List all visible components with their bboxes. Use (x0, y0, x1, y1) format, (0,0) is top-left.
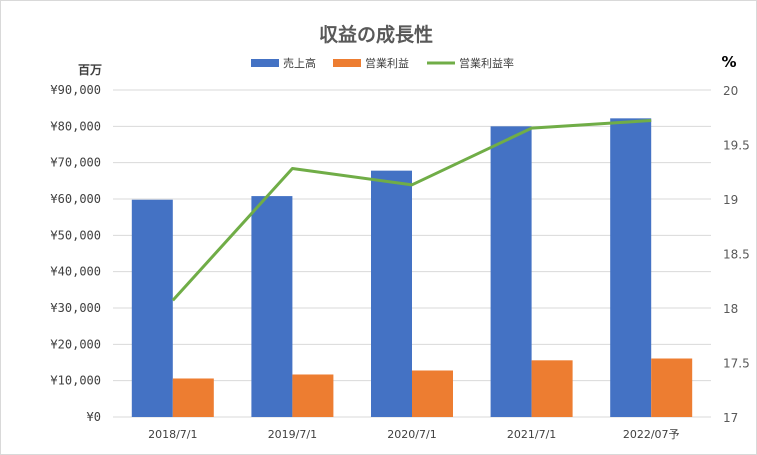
right-tick-label: 18 (723, 302, 738, 316)
legend-swatch (251, 59, 279, 67)
legend-label: 営業利益 (365, 56, 409, 70)
legend-item-operating-profit: 営業利益 (333, 56, 409, 70)
legend-label: 営業利益率 (459, 56, 514, 70)
left-tick-label: ¥70,000 (50, 156, 101, 170)
left-tick-label: ¥50,000 (50, 228, 101, 242)
right-tick-label: 17 (723, 411, 738, 425)
left-tick-label: ¥30,000 (50, 301, 101, 315)
x-tick-label: 2019/7/1 (268, 428, 317, 441)
right-axis-unit: % (721, 53, 736, 71)
operating-profit-bar (292, 374, 334, 417)
left-tick-label: ¥90,000 (50, 83, 101, 97)
bars (131, 118, 693, 417)
right-tick-label: 18.5 (723, 248, 750, 262)
operating-profit-bar (172, 378, 214, 417)
legend: 売上高 営業利益 営業利益率 (251, 56, 514, 70)
chart-title: 収益の成長性 (319, 23, 433, 46)
left-tick-label: ¥40,000 (50, 265, 101, 279)
x-tick-label: 2021/7/1 (507, 428, 556, 441)
x-axis-ticks: 2018/7/1 2019/7/1 2020/7/1 2021/7/1 2022/07予 (148, 428, 679, 441)
right-tick-label: 19 (723, 193, 738, 207)
sales-bar (131, 199, 173, 417)
legend-swatch (333, 59, 361, 67)
operating-profit-bar (531, 360, 573, 417)
left-tick-label: ¥20,000 (50, 337, 101, 351)
left-axis-unit: 百万 (78, 63, 102, 77)
sales-bar (610, 118, 652, 417)
operating-profit-bar (651, 358, 693, 417)
legend-item-profit-margin: 営業利益率 (427, 56, 514, 70)
right-tick-label: 20 (723, 84, 738, 98)
profit-margin-line (171, 119, 652, 302)
operating-profit-bar (412, 370, 453, 417)
x-tick-label: 2020/7/1 (387, 428, 436, 441)
sales-bar (490, 126, 532, 417)
left-tick-label: ¥0 (87, 410, 101, 424)
legend-item-sales: 売上高 (251, 56, 316, 70)
x-tick-label: 2018/7/1 (148, 428, 197, 441)
legend-label: 売上高 (283, 56, 316, 70)
left-tick-label: ¥80,000 (50, 119, 101, 133)
left-tick-label: ¥60,000 (50, 192, 101, 206)
left-axis-ticks: ¥0 ¥10,000 ¥20,000 ¥30,000 ¥40,000 ¥50,000 ¥60… (50, 83, 101, 424)
x-tick-label: 2022/07予 (623, 428, 680, 441)
right-axis-ticks: 17 17.5 18 18.5 19 19.5 20 (723, 84, 750, 425)
right-tick-label: 17.5 (723, 357, 750, 371)
right-tick-label: 19.5 (723, 139, 750, 153)
sales-bar (371, 170, 412, 417)
left-tick-label: ¥10,000 (50, 374, 101, 388)
sales-bar (251, 196, 293, 417)
